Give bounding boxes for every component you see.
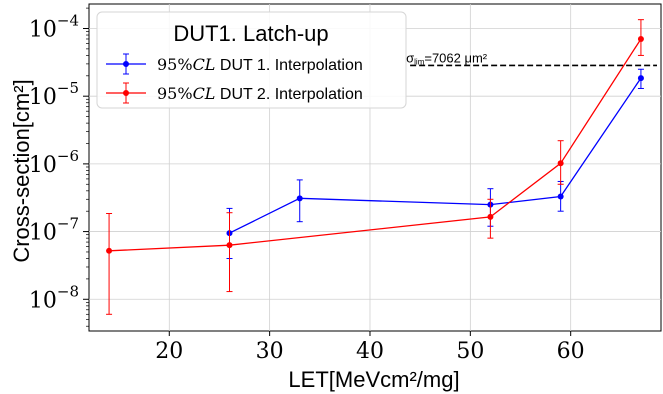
- x-tick-label: 60: [557, 339, 585, 364]
- x-axis-label: LET[MeVcm²/mg]: [288, 367, 459, 392]
- legend: DUT1. Latch-up 95%CL DUT 1. Interpolation…: [96, 11, 407, 109]
- legend-label: 95%CL DUT 2. Interpolation: [157, 84, 363, 103]
- data-point: [106, 247, 113, 254]
- sigma-limit-annotation: σlim=7062 μm²: [406, 50, 657, 66]
- y-axis-label: Cross-section[cm²]: [9, 79, 34, 262]
- legend-entry-1: 95%CL DUT 1. Interpolation: [106, 53, 363, 75]
- legend-title: DUT1. Latch-up: [173, 21, 328, 46]
- data-point: [296, 195, 303, 202]
- data-point: [226, 242, 233, 249]
- x-tick-label: 20: [155, 339, 183, 364]
- y-tick-label: 10−4: [29, 11, 79, 42]
- legend-entry-2: 95%CL DUT 2. Interpolation: [106, 82, 363, 104]
- data-point: [557, 193, 564, 200]
- legend-label: 95%CL DUT 1. Interpolation: [157, 55, 363, 74]
- data-point: [487, 213, 494, 220]
- legend-marker: [123, 61, 129, 67]
- series-group: [106, 19, 644, 315]
- y-tick-label: 10−6: [29, 147, 79, 178]
- series-2: [106, 19, 644, 315]
- y-tick-label: 10−7: [29, 215, 79, 246]
- x-tick-label: 40: [356, 339, 384, 364]
- data-point: [557, 160, 564, 167]
- x-tick-label: 50: [456, 339, 484, 364]
- sigma-limit-label: σlim=7062 μm²: [406, 50, 488, 66]
- y-tick-label: 10−8: [29, 282, 79, 313]
- y-axis-ticks: 10−8 10−7 10−6 10−5 10−4: [29, 7, 89, 327]
- legend-marker: [123, 90, 129, 96]
- legend-box: [96, 11, 407, 109]
- data-point: [637, 35, 644, 42]
- data-point: [637, 75, 644, 82]
- x-tick-label: 30: [256, 339, 284, 364]
- y-tick-label: 10−5: [29, 79, 79, 110]
- x-axis-ticks: 20 30 40 50 60: [155, 331, 585, 364]
